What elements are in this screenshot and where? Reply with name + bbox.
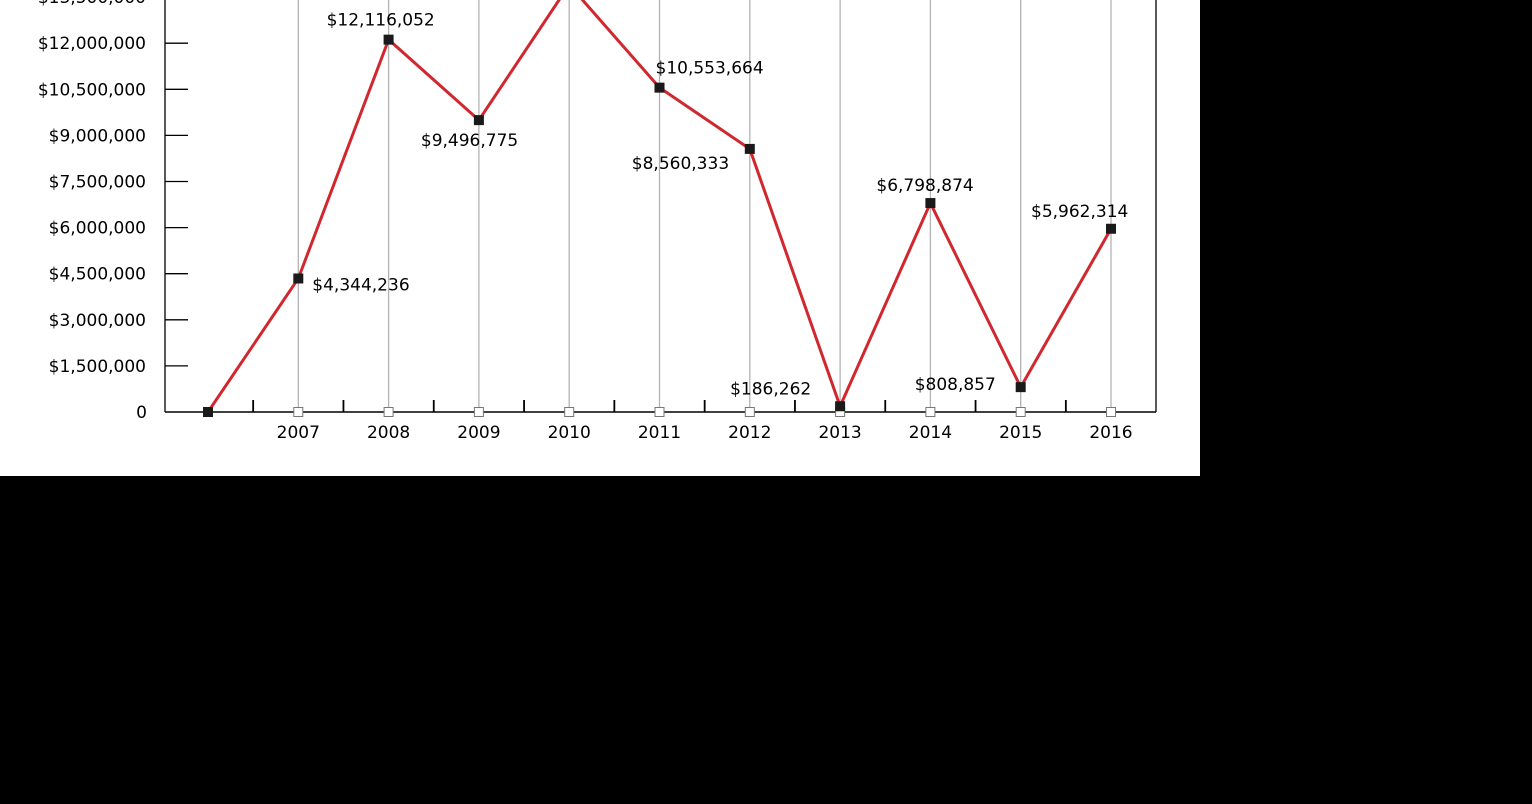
y-tick-label-9: $13,500,000	[38, 0, 146, 8]
data-point-9	[1015, 382, 1026, 393]
x-axis-marker-2007	[293, 407, 304, 417]
x-tick-label-2008: 2008	[367, 423, 410, 443]
y-axis-ticks: 0 $1,500,000 $3,000,000 $4,500,000 $6,000,00…	[38, 0, 188, 423]
x-tick-label-2016: 2016	[1089, 423, 1132, 443]
data-label-8: $6,798,874	[876, 176, 973, 196]
x-tick-label-2014: 2014	[909, 423, 952, 443]
x-axis-marker-2010	[564, 407, 575, 417]
data-point-2	[383, 34, 394, 45]
data-point-10	[1106, 223, 1116, 234]
x-tick-label-2013: 2013	[818, 423, 861, 443]
x-tick-label-2012: 2012	[728, 423, 771, 443]
x-tick-label-2010: 2010	[548, 423, 591, 443]
x-axis-marker-2016	[1106, 407, 1116, 417]
x-tick-label-2015: 2015	[999, 423, 1042, 443]
data-point-1	[293, 273, 304, 284]
data-point-5	[654, 82, 665, 93]
data-point-0	[203, 407, 213, 417]
data-label-2: $12,116,052	[327, 11, 435, 31]
line-chart: 0 $1,500,000 $3,000,000 $4,500,000 $6,000,00…	[38, 0, 1157, 443]
x-axis-marker-2011	[654, 407, 665, 417]
y-tick-label-2: $3,000,000	[49, 311, 146, 331]
y-tick-label-5: $7,500,000	[49, 173, 146, 193]
data-label-6: $8,560,333	[632, 154, 729, 174]
x-axis-marker-2012	[744, 407, 755, 417]
data-point-6	[744, 143, 755, 154]
data-label-1: $4,344,236	[312, 275, 409, 295]
y-tick-label-7: $10,500,000	[38, 80, 146, 100]
data-point-3	[473, 115, 484, 126]
data-label-3: $9,496,775	[421, 131, 518, 151]
gridlines	[297, 0, 1112, 412]
x-axis-ticks: 2007 2008 2009 2010 2011 2012 2013 2014 2015 2016	[252, 400, 1133, 443]
data-label-5: $10,553,664	[656, 59, 764, 79]
y-tick-label-1: $1,500,000	[49, 357, 146, 377]
series-markers	[203, 34, 1116, 417]
data-label-10: $5,962,314	[1031, 202, 1128, 222]
data-label-7: $186,262	[730, 379, 811, 399]
x-axis-marker-2009	[473, 407, 484, 417]
y-tick-label-8: $12,000,000	[38, 34, 146, 54]
x-axis-marker-2014	[925, 407, 936, 417]
y-tick-label-3: $4,500,000	[49, 265, 146, 285]
x-axis-marker-2008	[383, 407, 394, 417]
y-tick-label-4: $6,000,000	[49, 219, 146, 239]
x-tick-label-2009: 2009	[457, 423, 500, 443]
data-point-7	[835, 401, 846, 412]
data-point-8	[925, 198, 936, 209]
data-labels: $4,344,236 $12,116,052 $9,496,775 $10,553,6…	[312, 11, 1128, 400]
y-tick-label-6: $9,000,000	[49, 126, 146, 146]
x-tick-label-2011: 2011	[638, 423, 681, 443]
data-label-9: $808,857	[915, 375, 996, 395]
x-tick-label-2007: 2007	[277, 423, 320, 443]
chart-panel: 0 $1,500,000 $3,000,000 $4,500,000 $6,000,00…	[0, 0, 1200, 476]
x-axis-marker-2015	[1015, 407, 1026, 417]
y-tick-label-0: 0	[136, 403, 147, 423]
